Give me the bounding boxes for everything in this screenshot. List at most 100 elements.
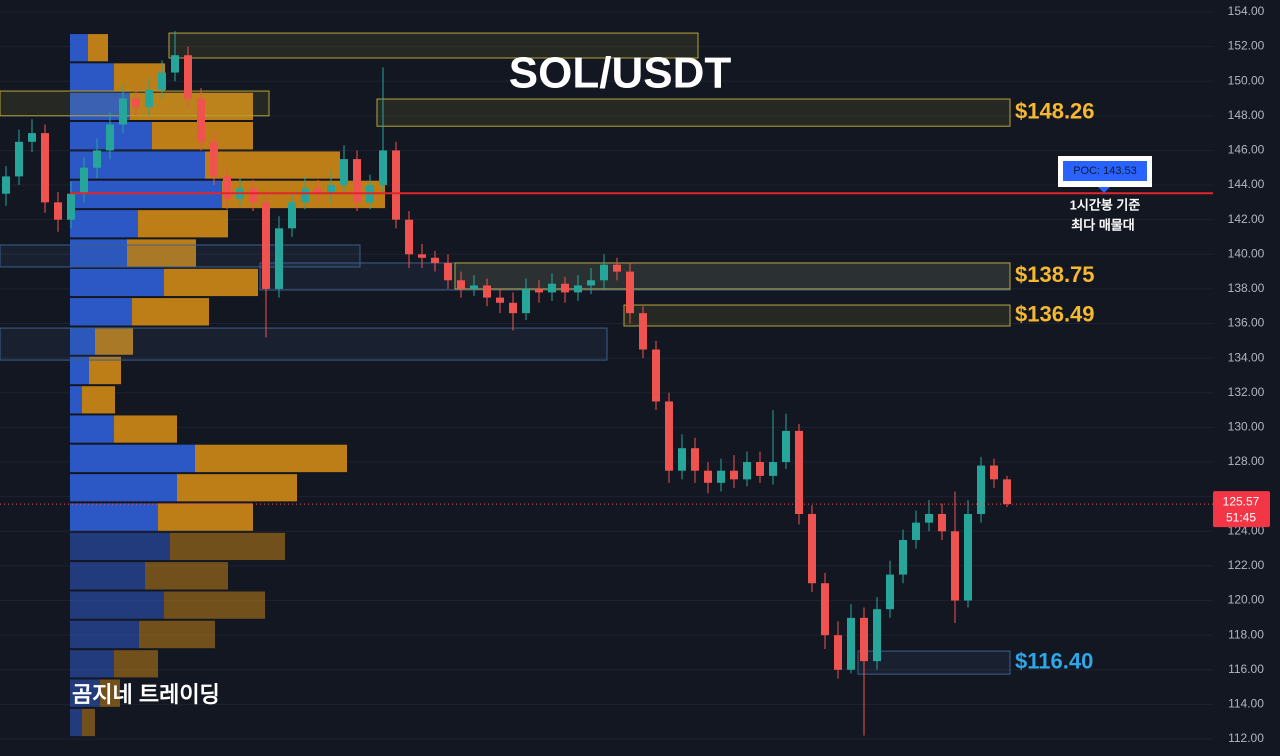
candle-body	[912, 522, 920, 540]
y-tick-label: 128.00	[1228, 454, 1265, 468]
volume-buy	[70, 298, 132, 326]
candle-body	[561, 283, 569, 293]
volume-sell	[114, 63, 165, 91]
volume-buy	[70, 620, 139, 649]
zone-label: $138.75	[1015, 262, 1095, 287]
candle-body	[964, 513, 972, 601]
candle-body	[730, 470, 738, 480]
volume-sell	[164, 268, 258, 297]
candle-body	[41, 133, 49, 203]
zone-label: $148.26	[1015, 98, 1095, 123]
candle-body	[2, 176, 10, 194]
volume-buy	[70, 34, 88, 62]
y-tick-label: 132.00	[1228, 385, 1265, 399]
candle-body	[171, 55, 179, 73]
candle-body	[275, 228, 283, 289]
y-tick-label: 148.00	[1228, 108, 1265, 122]
y-tick-label: 118.00	[1228, 627, 1264, 641]
volume-sell	[164, 591, 265, 619]
volume-sell	[139, 620, 215, 649]
candle-body	[340, 159, 348, 186]
volume-buy	[70, 180, 222, 209]
volume-sell	[138, 210, 228, 238]
poc-label: POC: 143.53	[1073, 165, 1137, 177]
y-tick-label: 144.00	[1228, 177, 1265, 191]
volume-buy	[70, 268, 164, 297]
volume-sell	[127, 239, 196, 267]
volume-sell	[82, 386, 115, 414]
volume-buy	[70, 210, 138, 238]
volume-sell	[132, 298, 209, 326]
price-tag	[1213, 491, 1270, 528]
volume-buy	[70, 562, 145, 590]
candle-body	[626, 271, 634, 314]
candle-body	[678, 448, 686, 471]
y-tick-label: 112.00	[1228, 731, 1264, 745]
candle-body	[600, 264, 608, 281]
price-axis	[1213, 0, 1280, 756]
volume-buy	[70, 650, 114, 678]
y-tick-label: 120.00	[1228, 593, 1265, 607]
candle-body	[119, 98, 127, 125]
candle-body	[444, 262, 452, 281]
volume-buy	[70, 708, 82, 737]
candle-body	[522, 288, 530, 314]
candle-body	[262, 202, 270, 289]
y-tick-label: 146.00	[1228, 143, 1265, 157]
candle-body	[392, 150, 400, 220]
poc-inner	[1063, 161, 1147, 181]
volume-sell	[95, 327, 133, 355]
candle-body	[158, 72, 166, 90]
candle-body	[938, 513, 946, 532]
y-tick-label: 122.00	[1228, 558, 1265, 572]
candle-body	[665, 401, 673, 471]
candle-body	[457, 280, 465, 289]
candle-body	[405, 219, 413, 255]
volume-buy	[70, 679, 100, 707]
y-tick-label: 154.00	[1228, 4, 1265, 18]
candle-body	[899, 539, 907, 575]
volume-sell	[89, 356, 121, 385]
candle-body	[249, 188, 257, 203]
candle-body	[80, 167, 88, 194]
y-tick-label: 116.00	[1228, 662, 1264, 676]
candle-body	[314, 188, 322, 194]
volume-sell	[88, 34, 108, 62]
candle-body	[808, 513, 816, 584]
zone	[454, 262, 1011, 290]
volume-sell	[114, 650, 158, 678]
candle-body	[886, 574, 894, 610]
volume-sell	[170, 532, 285, 561]
candle-body	[951, 531, 959, 601]
volume-buy	[70, 63, 114, 91]
annotation: 1시간봉 기준	[1070, 197, 1141, 212]
candle-body	[1003, 479, 1011, 505]
candle-body	[93, 150, 101, 168]
candle-body	[15, 141, 23, 177]
volume-sell	[205, 151, 340, 179]
candle-body	[184, 55, 192, 99]
candle-body	[860, 617, 868, 662]
candle-body	[873, 609, 881, 662]
candle-body	[197, 98, 205, 142]
candle-body	[977, 465, 985, 514]
candle-body	[769, 462, 777, 476]
volume-sell	[114, 415, 177, 443]
candle-body	[67, 193, 75, 220]
candle-body	[418, 254, 426, 258]
y-tick-label: 142.00	[1228, 212, 1265, 226]
volume-sell	[100, 679, 120, 707]
zone	[857, 650, 1011, 675]
zone	[623, 304, 1011, 327]
price-tag-value: 125.57	[1223, 494, 1260, 508]
price-tag-countdown: 51:45	[1226, 510, 1256, 524]
poc-pointer	[1098, 187, 1110, 193]
candle-body	[574, 285, 582, 293]
y-tick-label: 152.00	[1228, 39, 1265, 53]
candle-body	[223, 176, 231, 199]
annotation: 최다 매물대	[1071, 217, 1134, 232]
volume-buy	[70, 415, 114, 443]
volume-buy	[70, 386, 82, 414]
candle-body	[353, 159, 361, 203]
candle-body	[28, 133, 36, 142]
